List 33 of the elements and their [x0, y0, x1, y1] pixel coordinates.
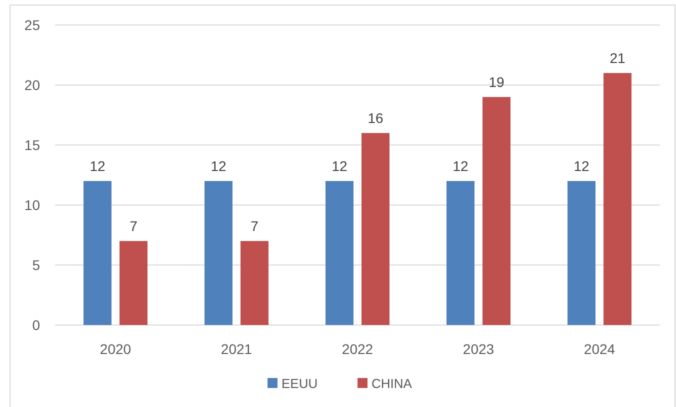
bar — [446, 181, 474, 325]
y-tick-label: 15 — [24, 137, 40, 153]
legend-label: EEUU — [282, 376, 318, 391]
x-tick-label: 2021 — [220, 341, 252, 357]
legend-label: CHINA — [372, 376, 412, 391]
y-tick-label: 0 — [32, 317, 40, 333]
bar — [120, 241, 148, 325]
data-label: 7 — [250, 218, 259, 234]
bar — [362, 133, 390, 325]
data-label: 12 — [332, 158, 348, 174]
data-label: 16 — [368, 110, 384, 126]
x-tick-label: 2023 — [462, 341, 494, 357]
data-label: 12 — [574, 158, 590, 174]
bar — [84, 181, 112, 325]
data-label: 7 — [130, 218, 138, 234]
bar — [326, 181, 354, 325]
y-tick-label: 20 — [24, 77, 40, 93]
y-tick-label: 10 — [24, 197, 40, 213]
y-tick-label: 5 — [32, 257, 40, 273]
bar — [482, 97, 510, 325]
y-tick-label: 25 — [24, 17, 40, 33]
x-tick-label: 2020 — [100, 341, 132, 357]
bar — [204, 181, 232, 325]
bar — [568, 181, 596, 325]
data-label: 12 — [90, 158, 106, 174]
data-label: 21 — [610, 50, 626, 66]
data-label: 19 — [488, 74, 504, 90]
data-label: 12 — [210, 158, 226, 174]
bar — [604, 73, 632, 325]
data-label: 12 — [452, 158, 468, 174]
x-tick-label: 2022 — [342, 341, 374, 357]
x-tick-label: 2024 — [584, 341, 616, 357]
bar — [240, 241, 268, 325]
